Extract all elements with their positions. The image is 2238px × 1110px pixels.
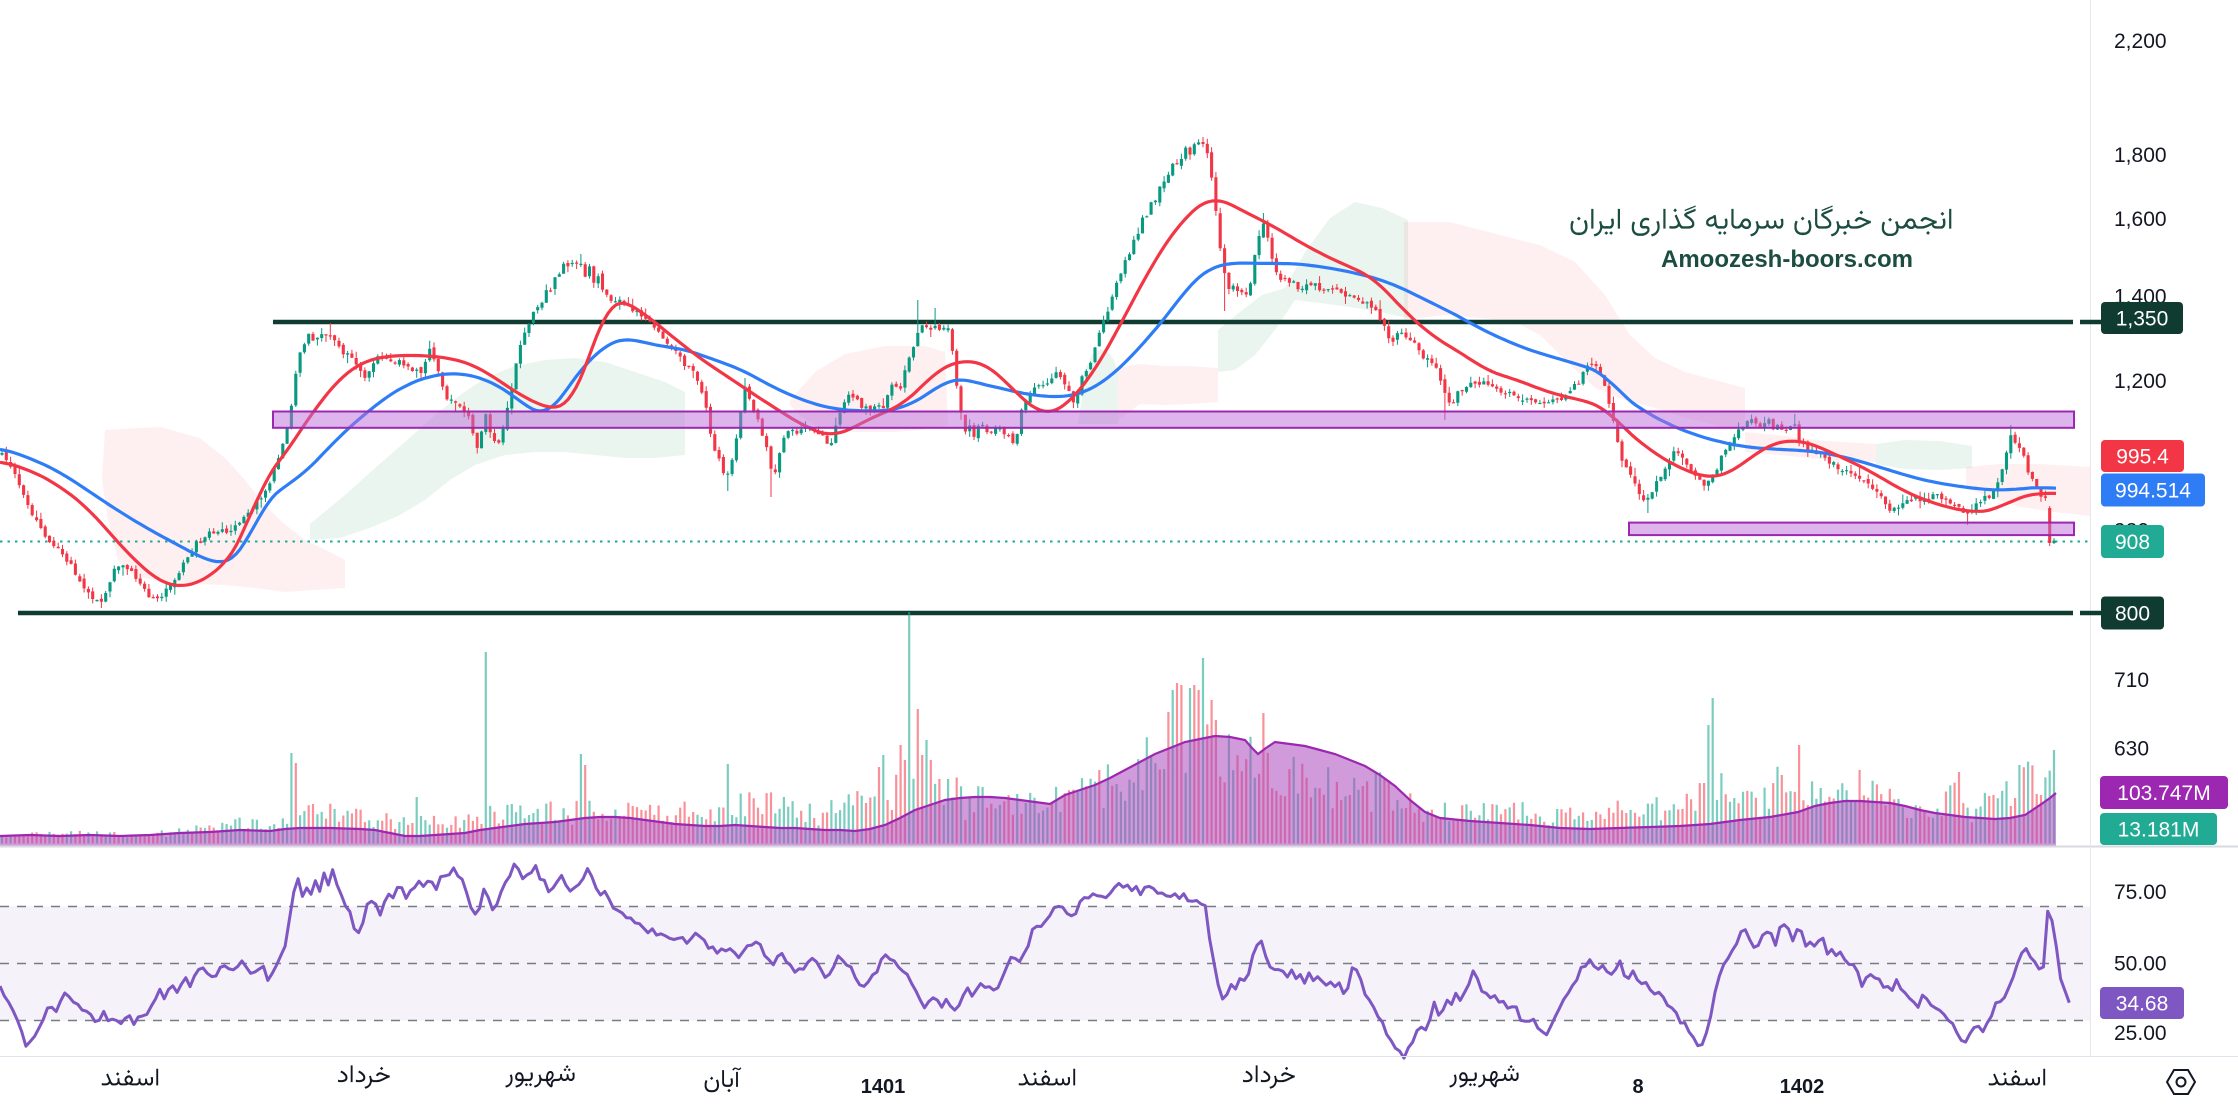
svg-text:34.68: 34.68 [2116,993,2169,1016]
svg-text:2,200: 2,200 [2114,30,2167,53]
svg-text:Amoozesh-boors.com: Amoozesh-boors.com [1661,246,1913,273]
svg-text:8: 8 [1632,1076,1643,1098]
svg-text:908: 908 [2115,531,2150,554]
svg-text:1401: 1401 [861,1076,906,1098]
svg-text:710: 710 [2114,669,2149,692]
svg-text:75.00: 75.00 [2114,881,2167,904]
svg-text:50.00: 50.00 [2114,952,2167,975]
svg-text:13.181M: 13.181M [2118,819,2200,842]
svg-text:103.747M: 103.747M [2117,782,2210,805]
svg-text:1,350: 1,350 [2116,308,2169,331]
svg-text:994.514: 994.514 [2115,480,2191,503]
svg-text:800: 800 [2115,603,2150,626]
svg-text:995.4: 995.4 [2116,446,2169,469]
svg-text:1,800: 1,800 [2114,144,2167,167]
svg-text:25.00: 25.00 [2114,1022,2167,1045]
svg-text:630: 630 [2114,738,2149,761]
svg-text:1,200: 1,200 [2114,370,2167,393]
svg-text:1,600: 1,600 [2114,208,2167,231]
svg-text:1402: 1402 [1780,1076,1825,1098]
